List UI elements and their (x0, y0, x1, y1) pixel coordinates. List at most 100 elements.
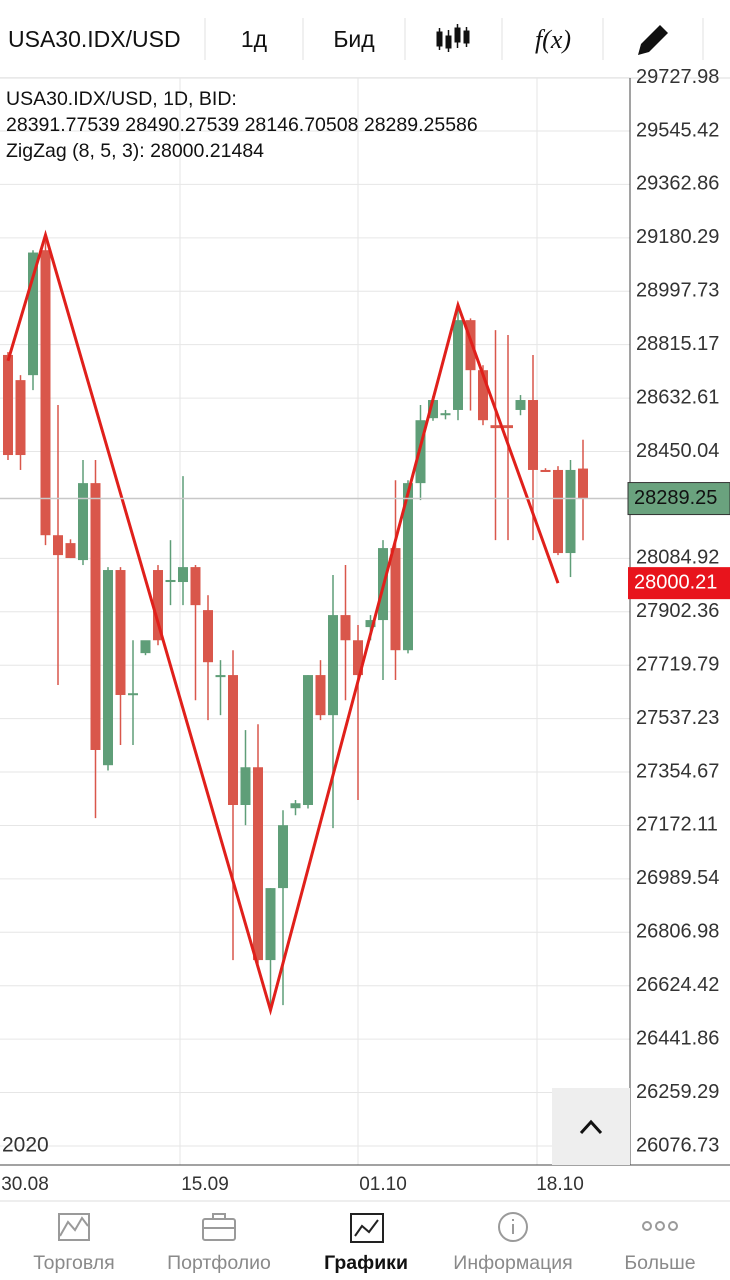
y-tick-label: 27719.79 (636, 653, 719, 675)
candle-body (78, 483, 88, 561)
candle-body (503, 425, 513, 429)
candle-body (240, 767, 251, 805)
chart: 29727.98 29545.42 29362.86 29180.29 28997.73… (0, 66, 730, 1195)
candle-body (553, 469, 563, 554)
more-icon (655, 1221, 665, 1231)
candle-body (303, 675, 313, 805)
y-tick-label: 28997.73 (636, 280, 719, 302)
y-tick-label: 26076.73 (636, 1134, 719, 1156)
y-tick-label: 28450.04 (636, 440, 719, 462)
more-icon (642, 1221, 652, 1231)
y-tick-label: 26259.29 (636, 1081, 719, 1103)
toolbar (0, 0, 730, 78)
candle-body (40, 250, 51, 536)
candle-body (290, 803, 301, 809)
year-label: 2020 (2, 1134, 49, 1157)
candle-body (190, 567, 201, 606)
y-tick-label: 29362.86 (636, 173, 719, 195)
scroll-up-button[interactable] (552, 1088, 630, 1165)
candle-body (103, 570, 113, 766)
candle-body (578, 468, 588, 499)
y-tick-label: 27537.23 (636, 707, 719, 729)
timeframe-button[interactable]: 1д (241, 26, 268, 52)
portfolio-icon (203, 1213, 235, 1229)
candle-body (353, 640, 363, 676)
draw-button[interactable] (638, 25, 668, 55)
info-line: ZigZag (8, 5, 3): 28000.21484 (6, 140, 264, 162)
zigzag-label-box (628, 567, 730, 600)
zigzag-label: 28000.21 (634, 571, 717, 593)
candle-body (228, 675, 238, 805)
y-tick-label: 29545.42 (636, 119, 719, 141)
price-type-button[interactable]: Бид (333, 26, 375, 52)
y-tick-label: 26989.54 (636, 867, 719, 889)
candle-body (565, 469, 576, 554)
candle-body (128, 693, 138, 696)
candle-body (253, 767, 263, 961)
nav-item[interactable]: Графики (324, 1252, 408, 1274)
candle-body (440, 413, 451, 416)
candle-body (53, 535, 63, 556)
candle-body (140, 640, 151, 654)
candle-body (528, 400, 538, 470)
candle-body (478, 370, 488, 421)
y-tick-label: 27902.36 (636, 600, 719, 622)
candle-body (165, 579, 176, 583)
candle-body (178, 567, 188, 583)
zigzag-line (6, 229, 560, 1016)
candle-body (365, 620, 376, 628)
candle-body (515, 400, 526, 410)
indicator-button[interactable]: f(x) (535, 25, 571, 54)
nav-item[interactable]: Больше (624, 1252, 695, 1274)
y-tick-label: 26441.86 (636, 1027, 719, 1049)
y-tick-label: 28815.17 (636, 333, 719, 355)
y-tick-label: 27354.67 (636, 760, 719, 782)
trading-icon (59, 1216, 89, 1237)
candle-body (390, 548, 401, 651)
nav-icons (58, 1212, 678, 1243)
y-tick-label: 29180.29 (636, 226, 719, 248)
charts-icon (350, 1213, 384, 1243)
info-icon (498, 1212, 528, 1242)
nav-item[interactable]: Торговля (33, 1252, 114, 1274)
candle-body (328, 615, 338, 716)
candle-body (465, 320, 476, 371)
candle-body (278, 825, 288, 889)
candle-body (65, 543, 76, 559)
nav-item[interactable]: Портфолио (167, 1252, 271, 1274)
y-tick-label: 27172.11 (636, 814, 718, 836)
candle-body (153, 570, 163, 641)
nav-item[interactable]: Информация (453, 1252, 572, 1274)
candle-body (403, 483, 413, 651)
pencil-icon (638, 25, 668, 55)
price-label: 28289.25 (634, 487, 717, 509)
x-tick-label: 01.10 (359, 1174, 407, 1195)
chart-type-button[interactable] (436, 24, 470, 52)
candle-body (340, 615, 351, 641)
candle-body (115, 570, 126, 695)
x-tick-label: 30.08 (1, 1174, 49, 1195)
candle-body (90, 483, 101, 750)
x-tick-label: 15.09 (181, 1174, 229, 1195)
candle-body (215, 675, 226, 678)
candle-body (203, 610, 213, 663)
candle-body (265, 888, 276, 961)
candle-body (315, 675, 326, 716)
candle-body (28, 252, 38, 376)
symbol-button[interactable]: USA30.IDX/USD (8, 26, 181, 52)
y-tick-label: 28632.61 (636, 386, 719, 408)
charts-icon (354, 1219, 379, 1237)
info-line: USA30.IDX/USD, 1D, BID: (6, 88, 237, 110)
candle-body (453, 320, 463, 410)
y-tick-label: 26806.98 (636, 921, 719, 943)
candle-body (490, 425, 501, 429)
trading-icon (58, 1213, 90, 1241)
y-tick-label: 29727.98 (636, 66, 719, 88)
info-line: 28391.77539 28490.27539 28146.70508 2828… (6, 114, 478, 136)
y-tick-label: 26624.42 (636, 974, 719, 996)
portfolio-icon (202, 1218, 236, 1241)
candle-body (15, 380, 26, 456)
candle-body (540, 469, 551, 473)
chevron-icon (579, 1119, 603, 1135)
